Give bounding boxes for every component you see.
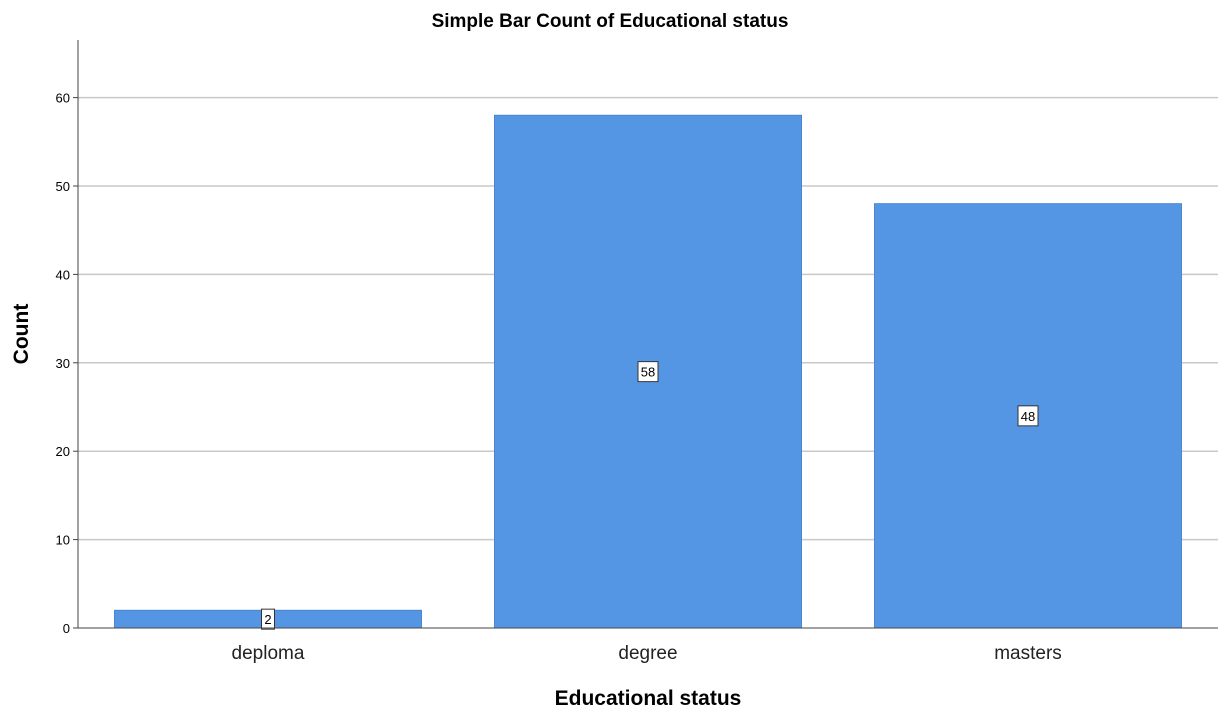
data-label: 58	[641, 365, 655, 380]
data-label-box	[1017, 405, 1039, 427]
data-label-box	[637, 361, 659, 383]
data-label: 2	[264, 612, 271, 627]
y-axis-ticks: 0 10 20 30 40 50 60	[56, 91, 78, 636]
x-axis-title: Educational status	[555, 687, 742, 710]
y-tick-label: 60	[56, 91, 70, 106]
y-tick-label: 30	[56, 356, 70, 371]
x-tick-label: masters	[994, 643, 1062, 664]
data-label: 48	[1021, 409, 1035, 424]
chart-title: Simple Bar Count of Educational status	[432, 11, 789, 32]
y-tick-label: 20	[56, 444, 70, 459]
y-tick-label: 40	[56, 267, 70, 282]
x-tick-label: deploma	[232, 643, 305, 664]
y-tick-label: 10	[56, 533, 70, 548]
y-tick-label: 0	[63, 621, 70, 636]
x-axis-ticks: deploma degree masters	[232, 643, 1062, 664]
x-tick-label: degree	[618, 643, 677, 664]
data-labels: 2 58 48	[261, 361, 1039, 630]
y-axis-title: Count	[10, 304, 33, 365]
data-label-box	[261, 608, 275, 630]
y-tick-label: 50	[56, 179, 70, 194]
